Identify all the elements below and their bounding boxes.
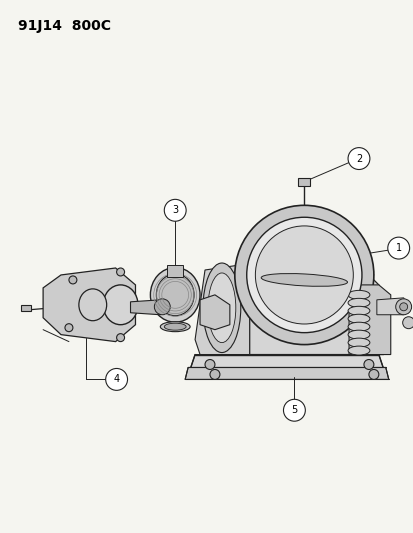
- Circle shape: [164, 199, 186, 221]
- Polygon shape: [249, 265, 383, 354]
- Circle shape: [246, 217, 361, 333]
- Ellipse shape: [103, 285, 138, 325]
- Ellipse shape: [402, 317, 413, 329]
- Ellipse shape: [347, 306, 369, 315]
- Polygon shape: [348, 285, 390, 354]
- Ellipse shape: [347, 338, 369, 347]
- Bar: [21, 305, 31, 311]
- Circle shape: [65, 324, 73, 332]
- Circle shape: [395, 299, 411, 315]
- Text: 2: 2: [355, 154, 361, 164]
- Text: 1: 1: [395, 243, 401, 253]
- Circle shape: [347, 148, 369, 169]
- Polygon shape: [190, 354, 383, 369]
- Polygon shape: [199, 295, 229, 330]
- Bar: [167, 265, 183, 277]
- Circle shape: [69, 276, 77, 284]
- Ellipse shape: [202, 263, 240, 352]
- Polygon shape: [43, 268, 135, 342]
- Circle shape: [209, 369, 219, 379]
- Ellipse shape: [164, 323, 186, 330]
- Circle shape: [116, 268, 124, 276]
- Circle shape: [387, 237, 408, 259]
- Text: 3: 3: [172, 205, 178, 215]
- Ellipse shape: [160, 322, 190, 332]
- Ellipse shape: [347, 298, 369, 308]
- Circle shape: [368, 369, 378, 379]
- Circle shape: [204, 360, 214, 369]
- Ellipse shape: [261, 273, 347, 286]
- Ellipse shape: [207, 273, 235, 343]
- Circle shape: [255, 226, 352, 324]
- Polygon shape: [376, 298, 408, 315]
- Polygon shape: [195, 265, 254, 354]
- Ellipse shape: [347, 290, 369, 300]
- Circle shape: [283, 399, 305, 421]
- Circle shape: [116, 334, 124, 342]
- Circle shape: [105, 368, 127, 390]
- Circle shape: [363, 360, 373, 369]
- Ellipse shape: [150, 268, 199, 322]
- Text: 4: 4: [113, 374, 119, 384]
- Ellipse shape: [347, 330, 369, 339]
- Ellipse shape: [156, 274, 194, 316]
- Bar: [298, 179, 310, 187]
- Circle shape: [234, 205, 373, 345]
- Circle shape: [154, 299, 170, 315]
- Polygon shape: [185, 367, 388, 379]
- Ellipse shape: [347, 322, 369, 331]
- Polygon shape: [130, 300, 165, 315]
- Ellipse shape: [347, 346, 369, 355]
- Circle shape: [399, 303, 407, 311]
- Text: 5: 5: [291, 405, 297, 415]
- Ellipse shape: [78, 289, 107, 321]
- Text: 91J14  800C: 91J14 800C: [18, 19, 111, 33]
- Ellipse shape: [347, 314, 369, 323]
